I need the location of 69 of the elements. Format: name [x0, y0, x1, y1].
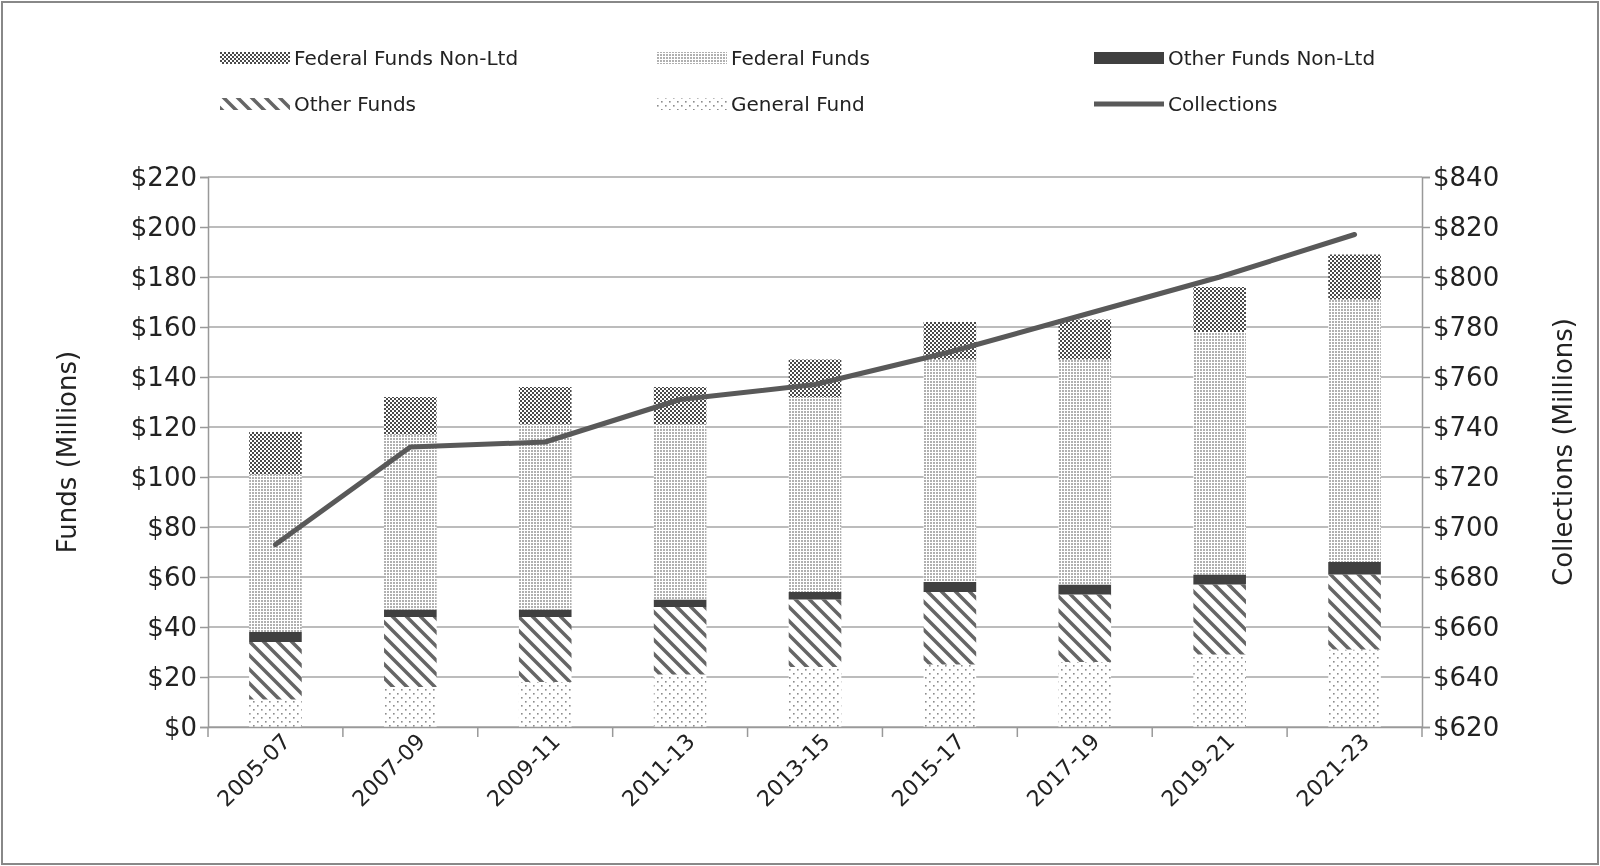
bar	[518, 609, 572, 617]
bar	[1058, 594, 1112, 662]
bar	[653, 424, 707, 600]
y-tick-label: $160	[130, 311, 197, 342]
y-tick-label: $0	[163, 711, 197, 742]
bar	[249, 642, 302, 700]
bar	[249, 432, 302, 475]
y2-tick-label: $760	[1433, 361, 1500, 392]
y2-tick-label: $720	[1433, 461, 1500, 492]
bar	[788, 397, 842, 592]
legend-label: Collections	[1168, 92, 1278, 116]
y-tick-label: $140	[130, 361, 197, 392]
bar	[249, 699, 302, 727]
y2-axis-title: Collections (Millions)	[1548, 318, 1578, 586]
bar	[923, 359, 977, 582]
y2-tick-label: $780	[1433, 311, 1500, 342]
bar	[1058, 319, 1112, 360]
bar	[518, 387, 572, 425]
bar	[384, 617, 437, 687]
y-tick-label: $220	[130, 161, 197, 192]
bar	[1328, 562, 1381, 575]
bar	[1058, 662, 1112, 727]
legend-label: Federal Funds	[731, 46, 870, 70]
y2-tick-label: $820	[1433, 211, 1500, 242]
bar	[1328, 254, 1381, 300]
y2-tick-label: $840	[1433, 161, 1500, 192]
bar	[653, 607, 707, 675]
bar	[1193, 332, 1246, 575]
bar	[518, 424, 572, 610]
bar	[1193, 287, 1246, 332]
bar	[788, 667, 842, 727]
y2-tick-label: $640	[1433, 661, 1500, 692]
bar	[923, 592, 977, 665]
bar	[1193, 584, 1246, 655]
bar	[384, 609, 437, 617]
bar	[249, 632, 302, 642]
y2-tick-label: $700	[1433, 511, 1500, 542]
y-tick-label: $20	[147, 661, 197, 692]
bar	[1193, 574, 1246, 585]
bar	[1058, 359, 1112, 585]
bar	[384, 434, 437, 610]
y-axis-title: Funds (Millions)	[52, 350, 82, 554]
y2-tick-label: $740	[1433, 411, 1500, 442]
y-tick-label: $60	[147, 561, 197, 592]
y2-tick-label: $680	[1433, 561, 1500, 592]
y-tick-label: $180	[130, 261, 197, 292]
legend-label: General Fund	[731, 92, 865, 116]
legend-label: Other Funds Non-Ltd	[1168, 46, 1376, 70]
y-tick-label: $40	[147, 611, 197, 642]
bar	[788, 599, 842, 667]
bar	[1328, 574, 1381, 650]
y-tick-label: $100	[130, 461, 197, 492]
y-tick-label: $120	[130, 411, 197, 442]
y-tick-label: $80	[147, 511, 197, 542]
y2-tick-label: $660	[1433, 611, 1500, 642]
bar	[1058, 584, 1112, 595]
legend-label: Other Funds	[294, 92, 417, 116]
bar	[518, 617, 572, 682]
y2-tick-label: $620	[1433, 711, 1500, 742]
legend-label: Federal Funds Non-Ltd	[294, 46, 519, 70]
y-tick-label: $200	[130, 211, 197, 242]
y2-tick-label: $800	[1433, 261, 1500, 292]
bar	[788, 592, 842, 600]
bar	[923, 582, 977, 592]
bar	[249, 474, 302, 632]
bar	[653, 599, 707, 607]
bar	[1193, 654, 1246, 727]
bar	[1328, 299, 1381, 562]
bar	[384, 397, 437, 435]
